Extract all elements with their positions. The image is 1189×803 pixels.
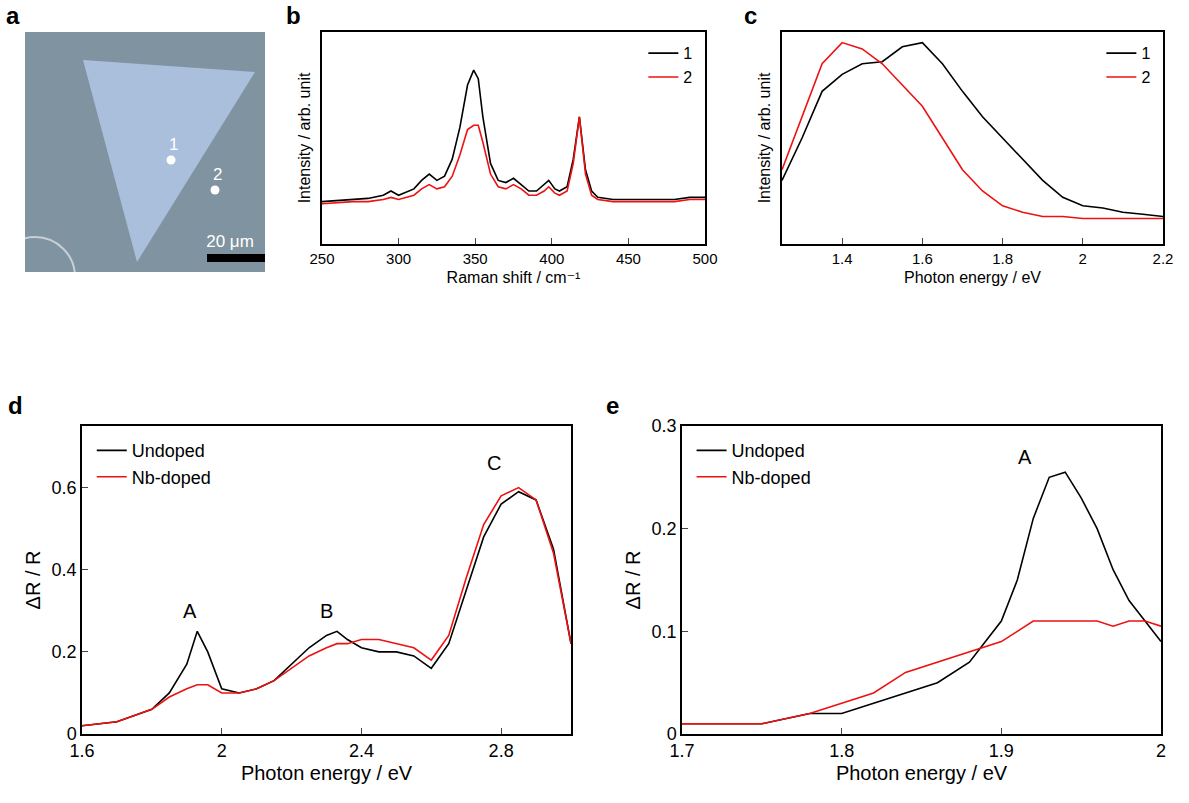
svg-text:1.6: 1.6	[912, 250, 933, 267]
svg-text:500: 500	[692, 250, 717, 267]
html-text:e: e	[606, 392, 620, 419]
svg-text:0.3: 0.3	[652, 416, 677, 436]
svg-text:450: 450	[616, 250, 641, 267]
html-text:b: b	[286, 2, 301, 29]
svg-text:1.9: 1.9	[989, 741, 1014, 761]
svg-text:ΔR / R: ΔR / R	[622, 551, 644, 610]
svg-text:C: C	[487, 452, 501, 474]
svg-text:Raman shift / cm⁻¹: Raman shift / cm⁻¹	[447, 269, 581, 286]
svg-text:2: 2	[1156, 741, 1166, 761]
svg-text:400: 400	[539, 250, 564, 267]
svg-text:Nb-doped: Nb-doped	[732, 468, 811, 488]
svg-text:250: 250	[309, 250, 334, 267]
svg-text:Undoped: Undoped	[132, 441, 205, 461]
svg-text:Intensity / arb. unit: Intensity / arb. unit	[756, 72, 773, 203]
svg-text:0.4: 0.4	[52, 560, 77, 580]
svg-text:2.8: 2.8	[489, 741, 514, 761]
svg-text:0.6: 0.6	[52, 478, 77, 498]
svg-text:2: 2	[1141, 69, 1150, 86]
svg-text:1.8: 1.8	[992, 250, 1013, 267]
svg-text:0: 0	[667, 724, 677, 744]
html-text:c: c	[744, 2, 758, 29]
svg-text:2: 2	[1079, 250, 1087, 267]
svg-text:1: 1	[683, 45, 692, 62]
svg-text:A: A	[183, 600, 197, 622]
svg-text:0.2: 0.2	[652, 519, 677, 539]
svg-text:1: 1	[169, 135, 178, 154]
svg-text:1: 1	[1141, 45, 1150, 62]
svg-text:2: 2	[683, 69, 692, 86]
svg-text:2.4: 2.4	[349, 741, 374, 761]
svg-text:2: 2	[213, 165, 222, 184]
html-text:a: a	[6, 2, 20, 29]
svg-text:1.8: 1.8	[829, 741, 854, 761]
svg-text:20 μm: 20 μm	[206, 232, 254, 251]
svg-text:ΔR / R: ΔR / R	[22, 551, 44, 610]
svg-text:350: 350	[463, 250, 488, 267]
svg-text:Photon energy / eV: Photon energy / eV	[836, 762, 1008, 784]
svg-text:A: A	[1018, 446, 1032, 468]
svg-text:B: B	[320, 600, 333, 622]
svg-text:1.6: 1.6	[69, 741, 94, 761]
svg-text:1.4: 1.4	[832, 250, 853, 267]
svg-text:2: 2	[217, 741, 227, 761]
svg-text:Intensity / arb. unit: Intensity / arb. unit	[296, 72, 313, 203]
svg-text:0.1: 0.1	[652, 622, 677, 642]
html-text:d: d	[8, 392, 23, 419]
svg-text:Nb-doped: Nb-doped	[132, 468, 211, 488]
svg-text:Undoped: Undoped	[732, 441, 805, 461]
svg-text:0: 0	[67, 724, 77, 744]
svg-text:1.7: 1.7	[669, 741, 694, 761]
svg-text:Photon energy / eV: Photon energy / eV	[241, 762, 413, 784]
svg-text:300: 300	[386, 250, 411, 267]
svg-text:Photon energy / eV: Photon energy / eV	[904, 269, 1041, 286]
svg-text:2.2: 2.2	[1153, 250, 1174, 267]
svg-text:0.2: 0.2	[52, 642, 77, 662]
